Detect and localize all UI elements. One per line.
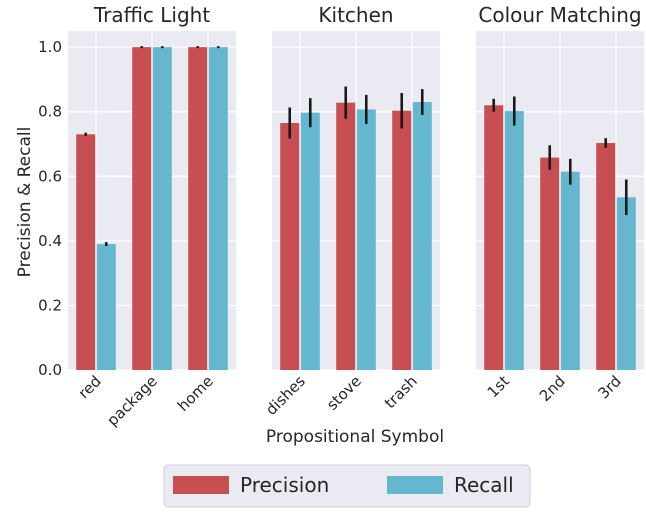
- y-tick-label: 0.4: [38, 232, 62, 250]
- bar-recall-3rd: [616, 197, 636, 370]
- bar-precision-dishes: [280, 123, 300, 370]
- x-tick-label: home: [174, 372, 217, 415]
- panel-title: Traffic Light: [93, 3, 211, 27]
- legend-swatch-precision: [173, 476, 229, 494]
- x-tick-label: 3rd: [594, 372, 624, 402]
- legend-box: [163, 464, 531, 508]
- bar-recall-package: [152, 47, 172, 371]
- x-axis-label: Propositional Symbol: [266, 427, 444, 447]
- bar-recall-1st: [504, 111, 524, 370]
- legend-label-recall: Recall: [454, 473, 514, 497]
- y-tick-labels: 0.0 0.2 0.4 0.6 0.8 1.0: [38, 38, 62, 379]
- y-tick-label: 0.8: [38, 103, 62, 121]
- bar-recall-2nd: [560, 171, 580, 370]
- panel-3: Colour Matching 1st 2nd 3rd: [476, 3, 644, 405]
- x-tick-label: trash: [381, 372, 421, 412]
- legend-swatch-recall: [387, 476, 443, 494]
- y-tick-label: 1.0: [38, 38, 62, 56]
- x-tick-label: package: [103, 372, 161, 430]
- x-tick-label: 1st: [484, 372, 513, 401]
- y-tick-label: 0.6: [38, 167, 62, 185]
- legend-label-precision: Precision: [240, 473, 329, 497]
- bar-recall-dishes: [300, 112, 320, 370]
- bar-precision-trash: [392, 110, 412, 370]
- panel-title: Colour Matching: [478, 3, 641, 27]
- bar-precision-package: [132, 47, 152, 371]
- panel-2: Kitchen dishes stove trash: [262, 3, 440, 419]
- x-tick-label: stove: [323, 372, 365, 414]
- bar-precision-3rd: [596, 143, 616, 370]
- x-tick-label: 2nd: [536, 372, 569, 405]
- y-tick-label: 0.0: [38, 361, 62, 379]
- y-axis-label: Precision & Recall: [15, 127, 35, 278]
- bar-precision-1st: [484, 105, 504, 370]
- x-tick-label: dishes: [262, 372, 309, 419]
- legend: Precision Recall: [163, 464, 531, 508]
- bar-recall-stove: [356, 109, 376, 370]
- bar-recall-trash: [412, 102, 432, 371]
- bar-precision-red: [76, 134, 96, 370]
- bar-recall-home: [208, 47, 228, 371]
- panel-title: Kitchen: [318, 3, 393, 27]
- y-tick-label: 0.2: [38, 296, 62, 314]
- bar-precision-home: [188, 47, 208, 371]
- bar-precision-2nd: [540, 157, 560, 370]
- x-tick-label: red: [75, 372, 105, 402]
- bar-precision-stove: [336, 102, 356, 370]
- bar-recall-red: [96, 244, 116, 370]
